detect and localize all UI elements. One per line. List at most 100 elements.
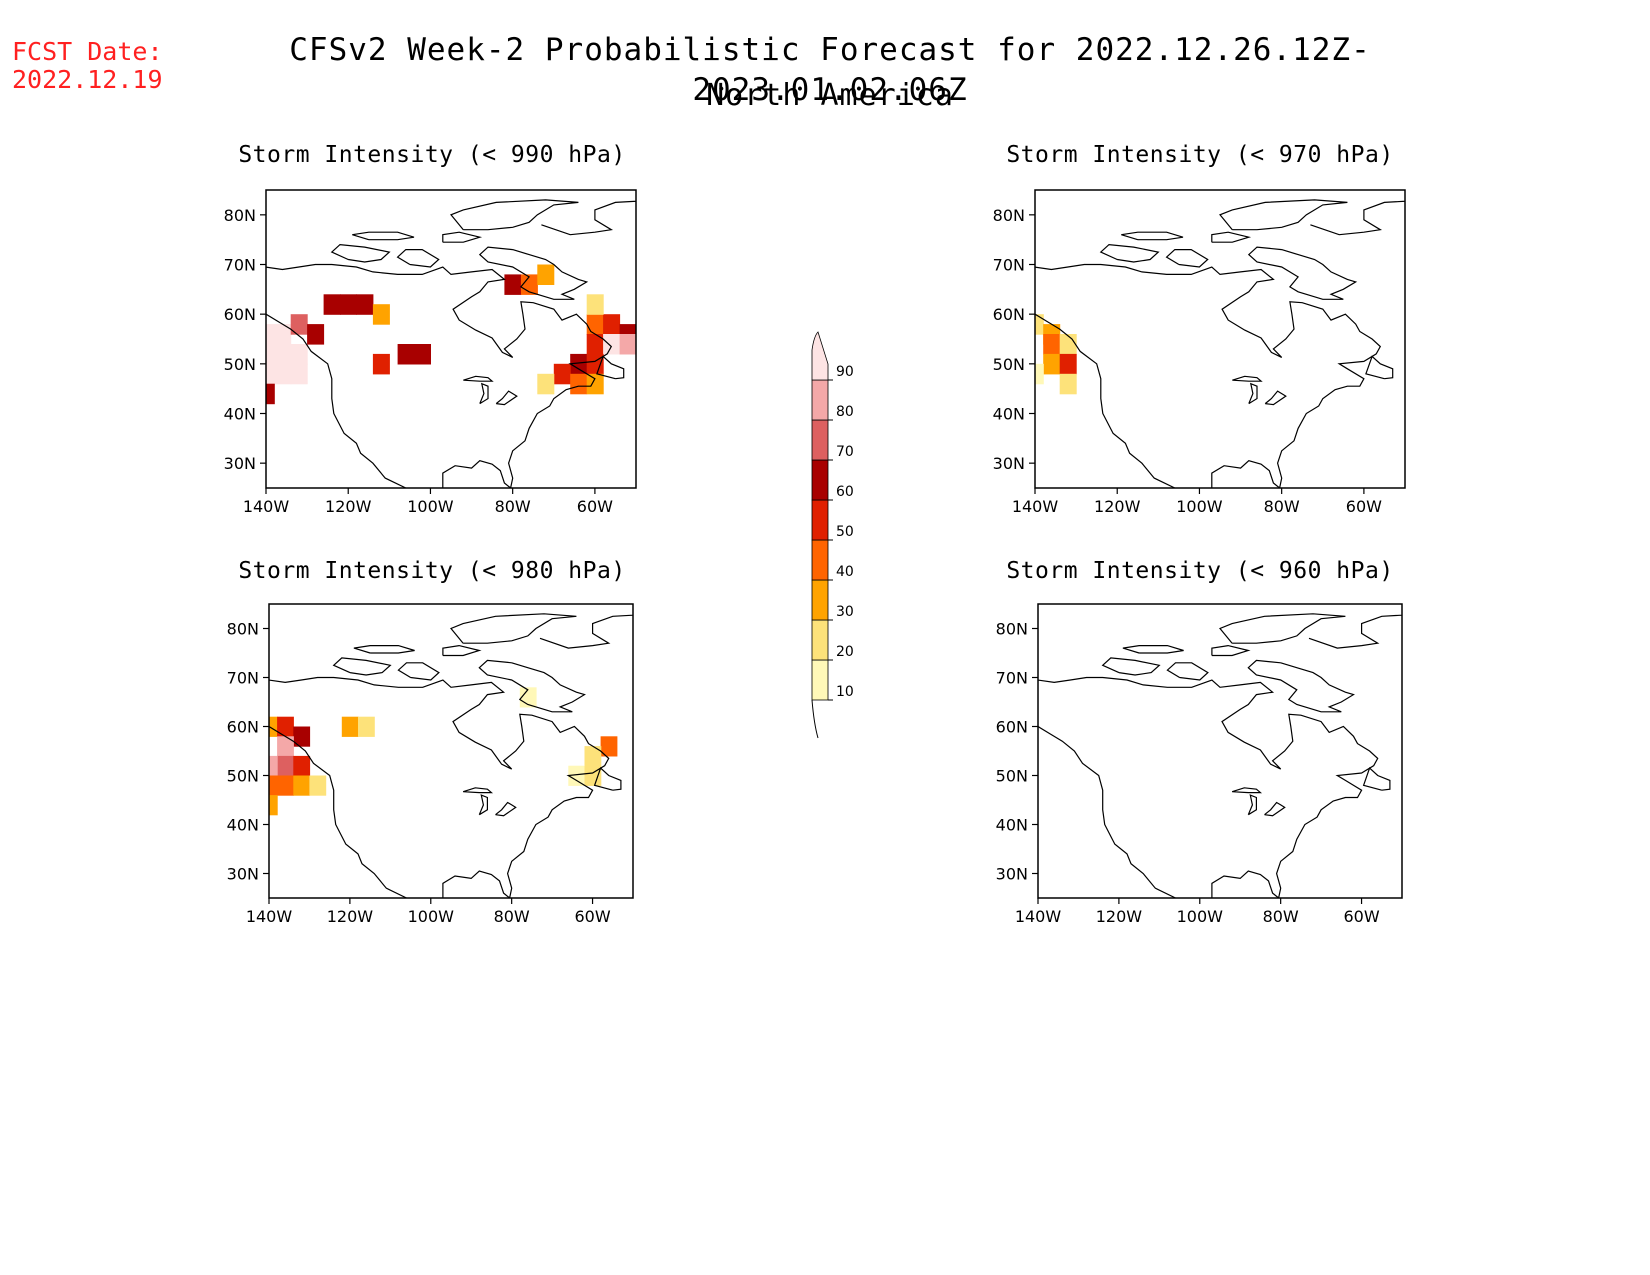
lon-tick-label: 120W — [325, 497, 372, 516]
coastline-segment — [1362, 767, 1391, 791]
coastline — [266, 199, 636, 488]
coastline-segment — [541, 200, 636, 236]
panel-title-960: Storm Intensity (< 960 hPa) — [1006, 558, 1394, 584]
page-subtitle: North America — [706, 78, 954, 113]
page-title: CFSv2 Week-2 Probabilistic Forecast for … — [289, 32, 1371, 108]
coastline-segment — [442, 644, 482, 657]
coastline-segment — [1248, 382, 1258, 405]
map-frame — [268, 603, 634, 899]
map-frame — [1034, 189, 1406, 489]
probability-cell — [277, 755, 294, 777]
coastline-segment — [1121, 231, 1184, 241]
legend-swatch — [811, 659, 829, 701]
fcst-label: FCST Date: — [12, 37, 163, 66]
coastline-segment — [450, 613, 577, 644]
lat-tick-label: 60N — [227, 718, 259, 737]
lat-tick-label: 60N — [996, 718, 1028, 737]
panel-title-970: Storm Intensity (< 970 hPa) — [1006, 142, 1394, 168]
legend-swatch — [811, 579, 829, 621]
probability-cell — [586, 334, 604, 355]
lat-tick-label: 70N — [224, 256, 256, 275]
lon-tick-label: 140W — [243, 497, 290, 516]
lon-tick-label: 100W — [1176, 497, 1223, 516]
probability-cell — [269, 795, 278, 816]
coastline-segment — [450, 199, 579, 231]
map-panel-960: 80N 70N 60N 50N 40N 30N 140W 120W 100W 80W 60W — [996, 603, 1403, 926]
lat-tick-label: 50N — [227, 767, 259, 786]
probability-field — [1035, 314, 1077, 395]
probability-cell — [290, 344, 308, 365]
probability-cell — [277, 716, 294, 737]
lon-tick-label: 140W — [1012, 497, 1059, 516]
probability-cell — [269, 775, 278, 796]
probability-cell — [584, 746, 602, 767]
coastline-segment — [266, 263, 613, 488]
probability-cell — [372, 353, 390, 375]
coastline-segment — [1264, 390, 1287, 406]
lon-tick-label: 60W — [1346, 497, 1382, 516]
probability-cell — [1035, 314, 1044, 335]
probability-cell — [269, 755, 278, 777]
coastline-segment — [539, 614, 633, 649]
coastline-segment — [1232, 375, 1263, 382]
fcst-date: 2022.12.19 — [12, 65, 163, 94]
probability-field — [266, 264, 636, 405]
lat-tick-label: 30N — [227, 865, 259, 884]
probability-cell — [269, 716, 278, 737]
lat-tick-label: 80N — [996, 620, 1028, 639]
legend-label: 20 — [836, 644, 854, 660]
legend-swatch — [811, 619, 829, 661]
coastline-segment — [1365, 355, 1394, 380]
coastline-segment — [332, 657, 392, 676]
lat-tick-label: 80N — [224, 206, 256, 225]
probability-cell — [1035, 363, 1044, 385]
coastline-segment — [479, 382, 489, 405]
probability-cell — [586, 373, 604, 395]
lon-tick-label: 100W — [1177, 907, 1224, 926]
probability-cell — [274, 344, 292, 365]
coastline-segment — [593, 767, 622, 791]
coastline-segment — [1247, 246, 1358, 300]
coastline — [1035, 199, 1405, 488]
coastline-segment — [442, 231, 483, 243]
lon-tick-label: 100W — [408, 907, 455, 926]
lat-tick-label: 40N — [996, 816, 1028, 835]
probability-cell — [586, 314, 604, 335]
probability-cell — [341, 716, 359, 737]
probability-field — [269, 687, 618, 816]
probability-cell — [277, 775, 294, 796]
coastline-segment — [478, 794, 488, 816]
legend-label: 90 — [836, 364, 854, 380]
probability-cell — [274, 324, 292, 345]
legend-swatch — [811, 379, 829, 421]
lon-tick-label: 80W — [1263, 907, 1299, 926]
lon-tick-label: 100W — [407, 497, 454, 516]
coastline-segment — [1166, 662, 1209, 681]
lat-tick-label: 70N — [996, 669, 1028, 688]
lon-tick-label: 80W — [494, 907, 530, 926]
coastline-segment — [1101, 657, 1161, 676]
probability-cell — [309, 775, 327, 796]
legend-swatch — [811, 419, 829, 461]
probability-cell — [340, 294, 357, 315]
lon-tick-label: 80W — [1264, 497, 1300, 516]
lon-tick-label: 80W — [495, 497, 531, 516]
coastline-segment — [266, 313, 407, 488]
coastline-segment — [495, 390, 518, 406]
probability-cell — [277, 736, 294, 757]
coastline-segment — [1219, 613, 1346, 644]
coastline-segment — [1231, 787, 1263, 794]
panel-title-990: Storm Intensity (< 990 hPa) — [238, 142, 626, 168]
probability-cell — [603, 314, 621, 335]
coastline-segment — [596, 355, 625, 380]
coastline-segment — [1038, 725, 1176, 898]
legend-swatch — [811, 331, 829, 381]
lat-tick-label: 50N — [993, 355, 1025, 374]
legend-label: 30 — [836, 604, 854, 620]
lat-tick-label: 40N — [224, 405, 256, 424]
lat-tick-label: 70N — [993, 256, 1025, 275]
legend-label: 10 — [836, 684, 854, 700]
probability-cell — [603, 334, 621, 355]
coastline-segment — [1219, 199, 1348, 231]
probability-cell — [293, 755, 311, 777]
